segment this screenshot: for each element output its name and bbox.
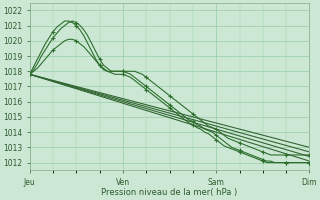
X-axis label: Pression niveau de la mer( hPa ): Pression niveau de la mer( hPa ) bbox=[101, 188, 238, 197]
